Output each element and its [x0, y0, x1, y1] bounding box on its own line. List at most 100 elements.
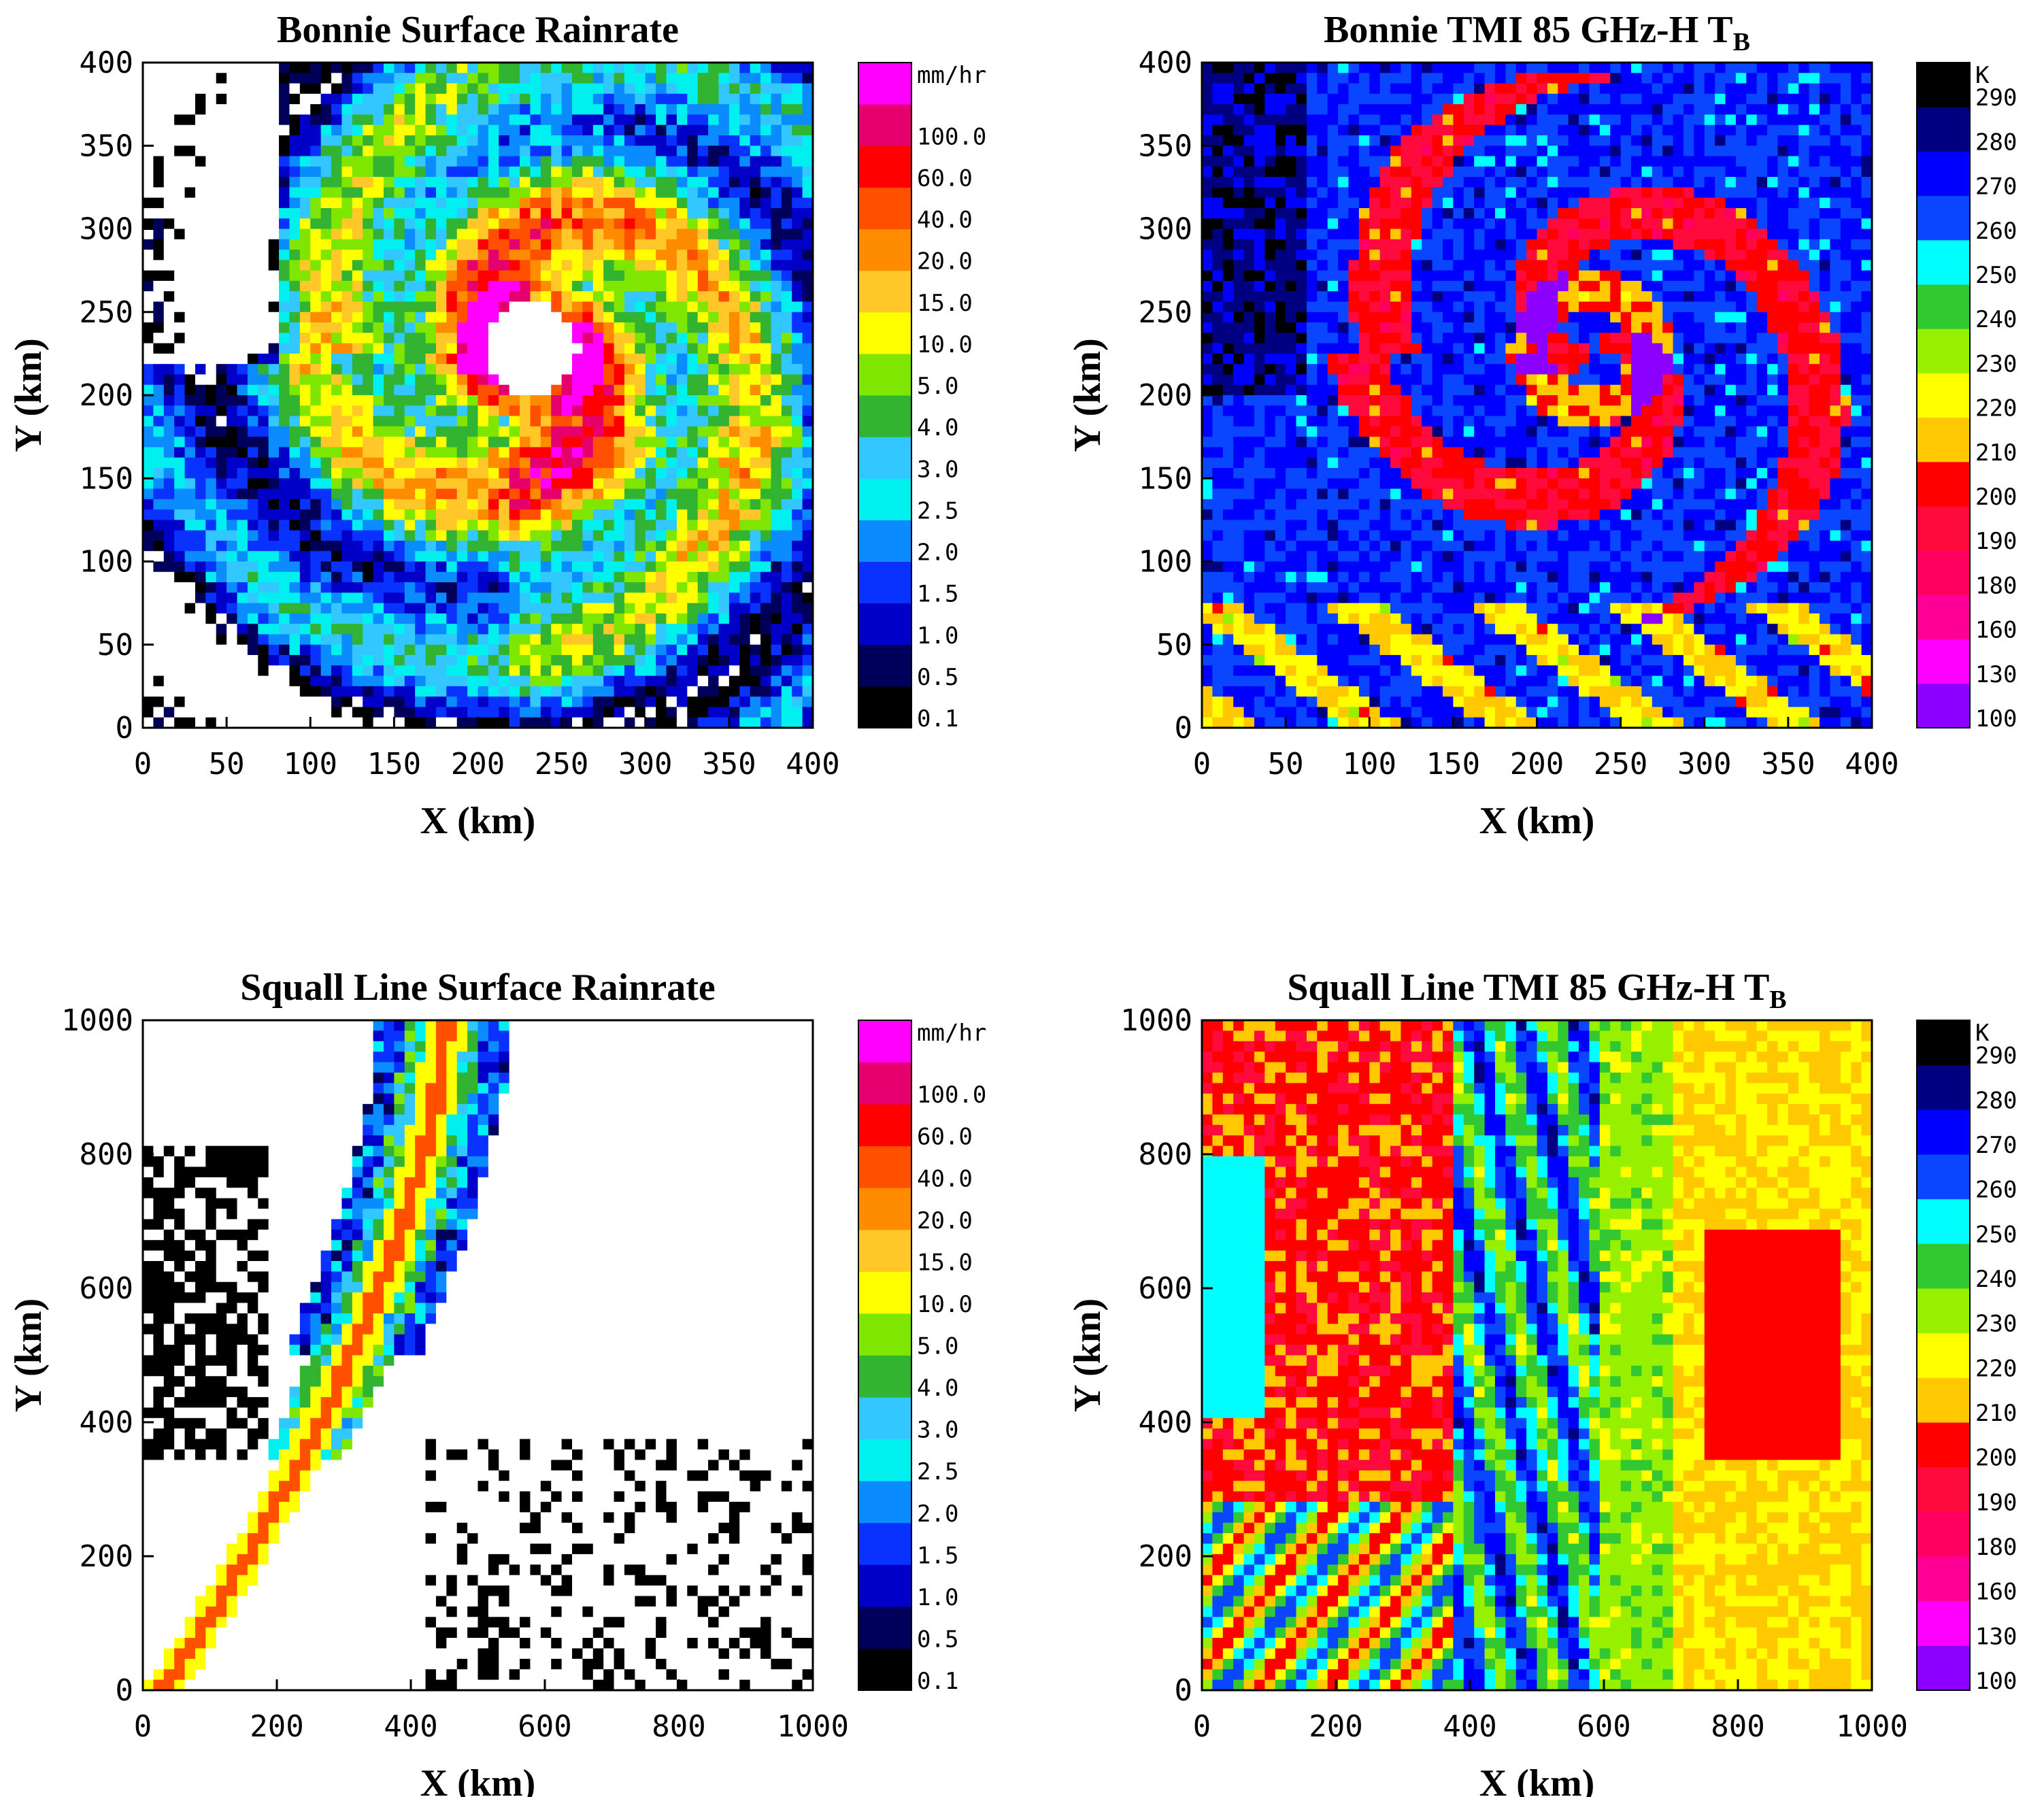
heatmap-cell [750, 218, 761, 230]
heatmap-cell [697, 187, 709, 199]
heatmap-cell [520, 395, 531, 406]
heatmap-cell [205, 624, 217, 635]
heatmap-cell [415, 488, 426, 500]
heatmap-cell [435, 135, 447, 146]
heatmap-cell [739, 707, 751, 718]
heatmap-cell [153, 551, 165, 562]
heatmap-cell [143, 634, 154, 645]
heatmap-cell [435, 229, 447, 240]
heatmap-cell [728, 218, 740, 230]
heatmap-cell [666, 353, 677, 365]
heatmap-cell [205, 301, 217, 313]
heatmap-cell [394, 280, 405, 292]
heatmap-cell [509, 478, 520, 490]
heatmap-cell [1463, 93, 1475, 105]
heatmap-cell [268, 686, 280, 697]
heatmap-cell [739, 634, 751, 645]
heatmap-cell [781, 644, 792, 656]
heatmap-cell [289, 197, 301, 209]
heatmap-cell [299, 218, 311, 230]
heatmap-cell [666, 613, 677, 624]
heatmap-cell [352, 540, 363, 552]
heatmap-cell [352, 571, 363, 583]
heatmap-cell [635, 613, 646, 624]
heatmap-cell [802, 156, 814, 167]
heatmap-cell [781, 312, 792, 323]
heatmap-cell [792, 717, 803, 728]
heatmap-cell [352, 291, 363, 303]
heatmap-cell [310, 229, 322, 240]
heatmap-cell [718, 696, 730, 708]
heatmap-cell [383, 146, 395, 157]
heatmap-cell [645, 571, 656, 583]
colorbar-label: 0.1 [917, 705, 958, 733]
heatmap-cell [624, 603, 635, 614]
heatmap-cell [289, 384, 301, 396]
heatmap-cell [425, 384, 437, 396]
heatmap-cell [760, 312, 772, 323]
heatmap-cell [1484, 83, 1496, 95]
heatmap-cell [184, 592, 196, 604]
heatmap-cell [268, 229, 280, 240]
heatmap-cell [247, 291, 258, 303]
heatmap-cell [174, 364, 186, 375]
heatmap-cell [572, 717, 584, 728]
heatmap-cell [551, 592, 563, 604]
heatmap-cell [227, 405, 238, 417]
heatmap-cell [781, 405, 792, 417]
heatmap-cell [1505, 146, 1517, 157]
heatmap-cell [750, 624, 761, 635]
heatmap-cell [760, 592, 772, 604]
heatmap-cell [635, 405, 646, 417]
heatmap-cell [739, 114, 751, 126]
heatmap-cell [614, 478, 625, 490]
heatmap-cell [258, 270, 269, 282]
heatmap-cell [383, 197, 395, 209]
heatmap-cell [1515, 187, 1527, 199]
heatmap-cell [687, 312, 699, 323]
heatmap-cell [676, 177, 688, 188]
heatmap-cell [614, 384, 625, 396]
heatmap-cell [645, 624, 656, 635]
heatmap-cell [1840, 73, 1852, 84]
panel-title: Bonnie Surface Rainrate [277, 9, 679, 51]
heatmap-cell [802, 177, 814, 188]
heatmap-cell [153, 488, 165, 500]
heatmap-cell [341, 166, 353, 178]
heatmap-cell [530, 260, 541, 271]
heatmap-cell [1725, 177, 1737, 188]
heatmap-cell [237, 634, 248, 645]
heatmap-cell [624, 582, 635, 593]
heatmap-cell [1589, 166, 1601, 178]
heatmap-cell [635, 520, 646, 531]
heatmap-cell [320, 93, 332, 105]
heatmap-cell [237, 405, 248, 417]
heatmap-cell [582, 530, 594, 541]
heatmap-cell [467, 624, 479, 635]
heatmap-cell [1358, 166, 1370, 178]
heatmap-cell [1725, 146, 1737, 157]
heatmap-cell [341, 135, 353, 146]
heatmap-cell [247, 374, 258, 386]
heatmap-cell [341, 655, 353, 666]
heatmap-cell [750, 197, 761, 209]
heatmap-cell [299, 353, 311, 365]
heatmap-cell [247, 187, 258, 199]
heatmap-cell [331, 405, 343, 417]
heatmap-cell [383, 177, 395, 188]
heatmap-cell [771, 582, 782, 593]
heatmap-cell [352, 280, 363, 292]
heatmap-cell [174, 520, 186, 531]
heatmap-cell [289, 104, 301, 116]
heatmap-cell [143, 416, 154, 427]
heatmap-cell [268, 197, 280, 209]
heatmap-cell [268, 364, 280, 375]
heatmap-cell [708, 384, 720, 396]
heatmap-cell [592, 520, 604, 531]
y-tick-label: 200 [80, 378, 133, 413]
heatmap-cell [687, 644, 699, 656]
heatmap-cell [488, 322, 499, 333]
heatmap-cell [499, 156, 510, 167]
heatmap-cell [467, 270, 479, 282]
heatmap-cell [237, 218, 248, 230]
